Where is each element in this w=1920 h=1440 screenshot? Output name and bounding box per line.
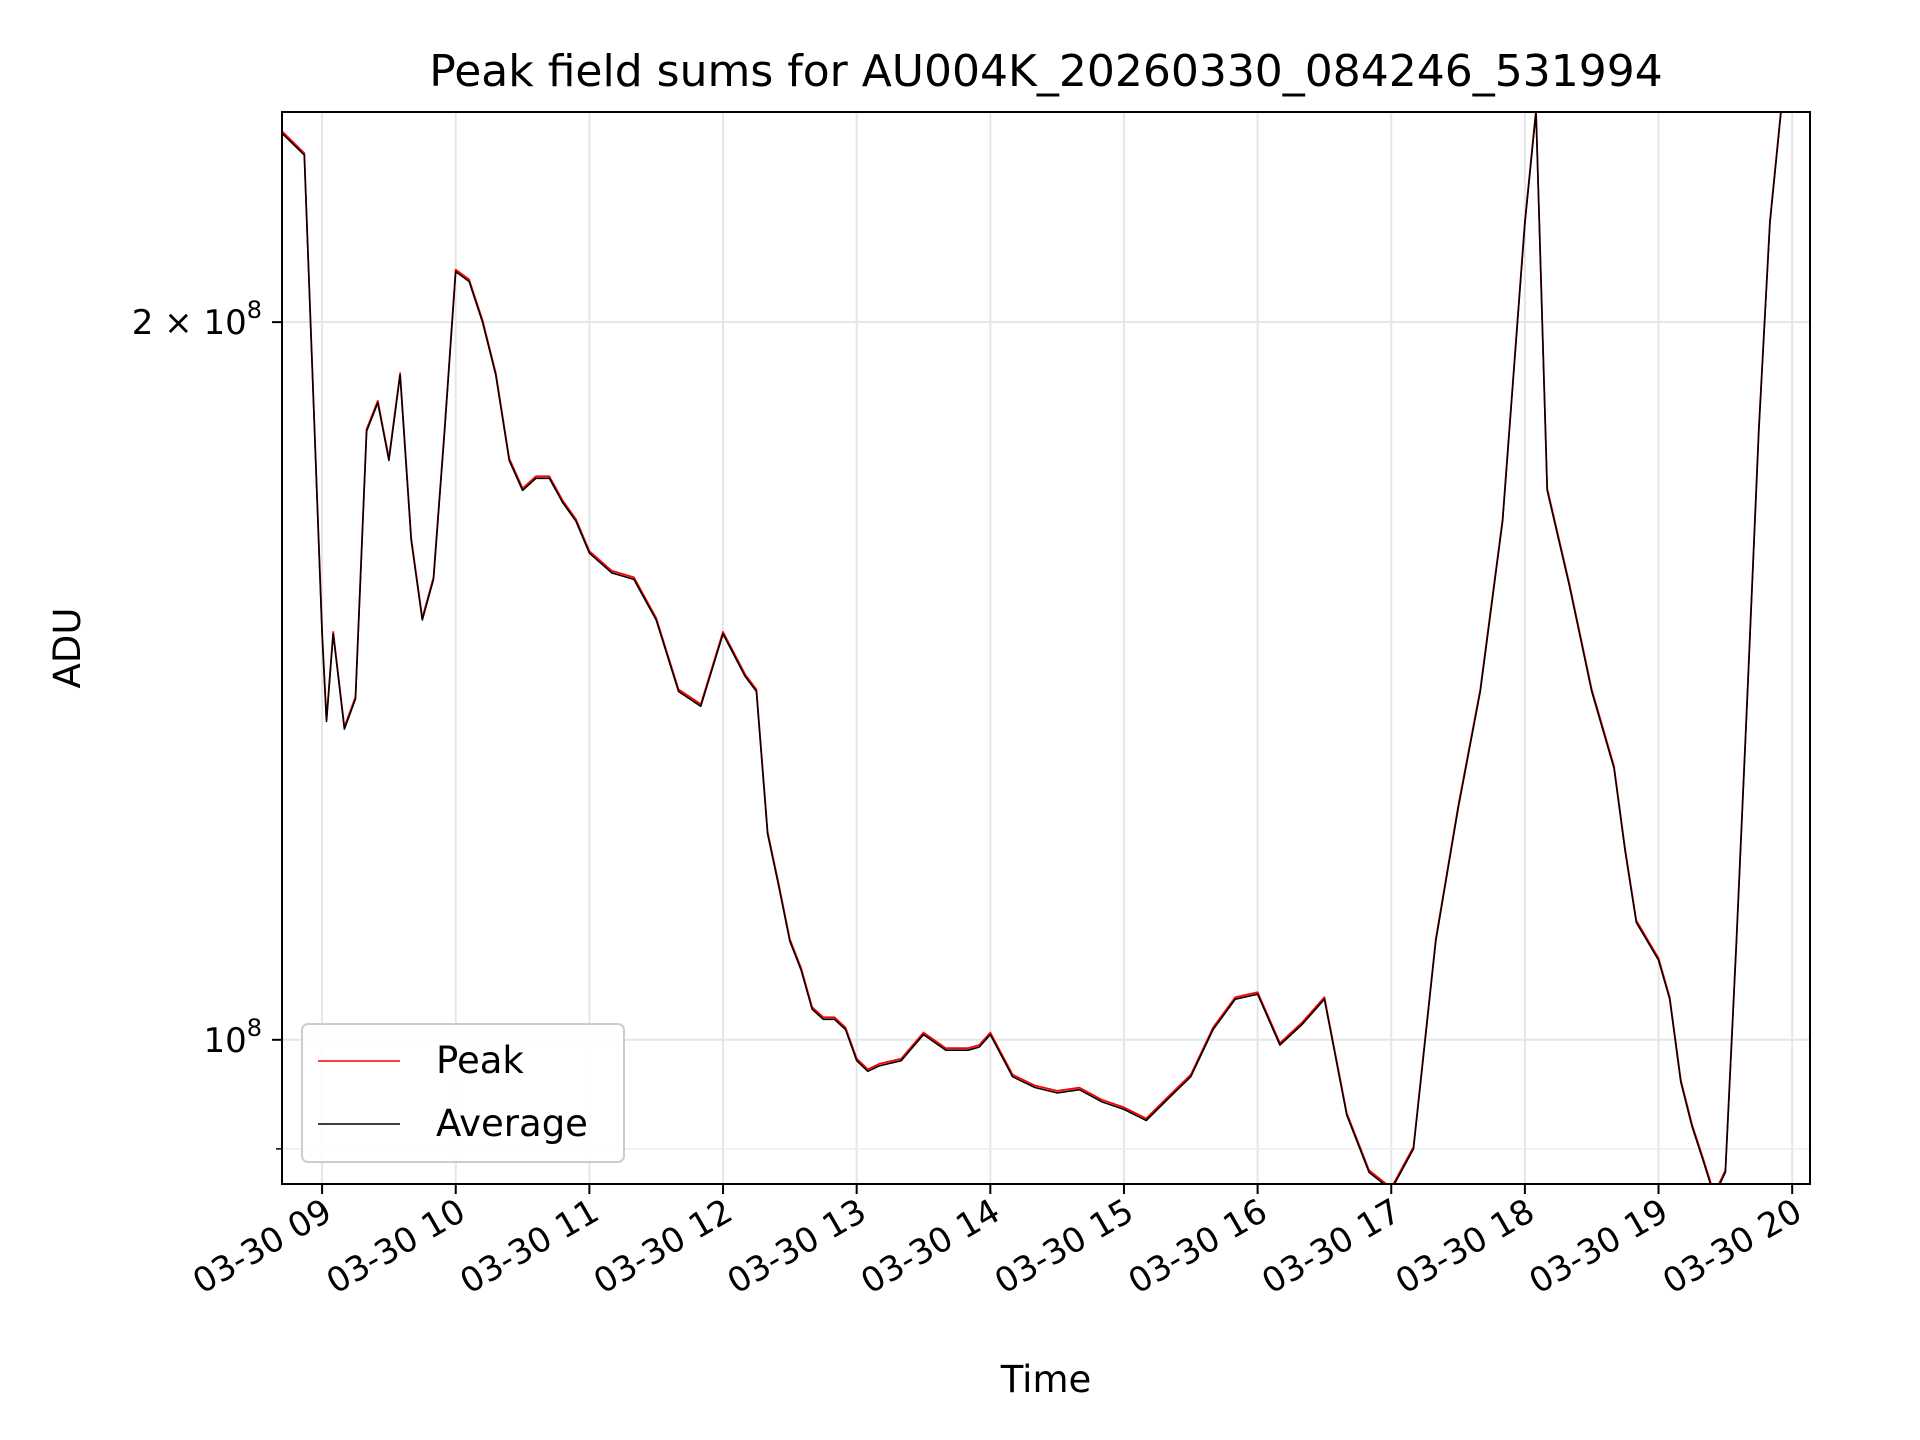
y-tick-label-base: 2 × 10 [132,303,247,343]
x-axis-label: Time [1000,1358,1092,1401]
y-tick-label-base: 10 [203,1021,246,1061]
y-tick-label-exponent: 8 [247,296,262,324]
legend-box [301,1023,625,1163]
y-tick-label-exponent: 8 [247,1014,262,1042]
grid [282,112,1810,1184]
legend-label-average: Average [436,1102,588,1145]
y-axis-label: ADU [46,608,89,689]
plot-frame [281,111,1811,1185]
y-tick-label: 108 [203,1014,262,1061]
legend-label-peak: Peak [436,1039,524,1082]
series-line-average [282,112,1782,1184]
series-layer [282,112,1782,1184]
y-tick-label: 2 × 108 [132,296,262,343]
chart-title: Peak field sums for AU004K_20260330_0842… [429,46,1662,97]
legend: Peak Average [301,1023,625,1163]
